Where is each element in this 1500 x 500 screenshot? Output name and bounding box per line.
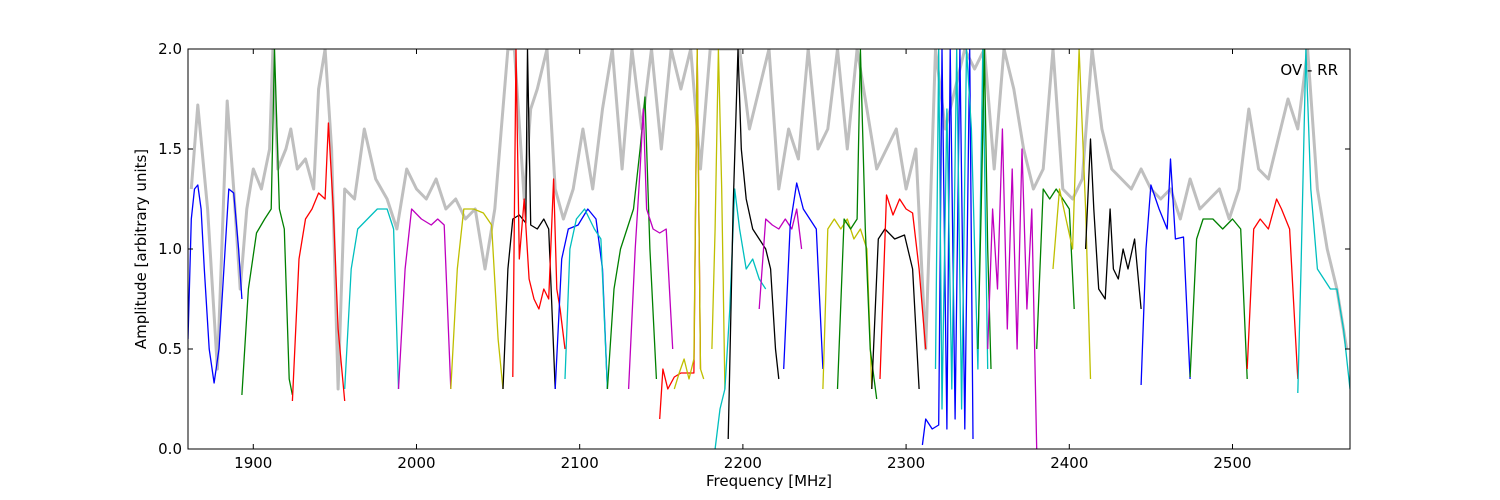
series-line-4 <box>344 208 400 390</box>
x-tick-label: 2000 <box>397 454 435 472</box>
series-line-8 <box>512 49 566 378</box>
y-tick-label: 1.0 <box>158 240 182 258</box>
series-line-30 <box>1084 138 1142 310</box>
series-line-1 <box>188 184 243 384</box>
series-line-16 <box>714 188 767 449</box>
series-line-19 <box>783 182 824 370</box>
y-tick-label: 1.5 <box>158 140 182 158</box>
annotation-label: OV - RR <box>1280 61 1338 79</box>
series-line-34 <box>1297 49 1350 394</box>
x-tick-label: 2400 <box>1050 454 1088 472</box>
x-tick-label: 2100 <box>561 454 599 472</box>
series-line-6 <box>450 208 504 390</box>
series-line-5 <box>397 208 452 390</box>
y-tick-label: 2.0 <box>158 40 182 58</box>
series-line-27 <box>987 128 1038 449</box>
series-line-12 <box>627 108 674 390</box>
series-line-10 <box>564 208 609 390</box>
background-envelope-line <box>189 49 1349 391</box>
y-axis-label: Amplitude [arbitrary units] <box>132 149 150 349</box>
x-tick-label: 2200 <box>724 454 762 472</box>
series-line-7 <box>502 49 556 390</box>
series-line-26 <box>977 49 992 370</box>
plot-background <box>188 49 1350 449</box>
series-line-20 <box>822 218 873 390</box>
series-line-11 <box>606 96 658 390</box>
series-line-31 <box>1140 158 1191 386</box>
series-line-15 <box>711 49 726 390</box>
series-line-29 <box>1052 49 1092 380</box>
series-line-14 <box>673 49 705 390</box>
series-line-28 <box>1036 188 1075 350</box>
series-line-2 <box>241 49 294 396</box>
x-tick-label: 2300 <box>887 454 925 472</box>
series-line-3 <box>291 122 346 402</box>
series-line-17 <box>727 49 780 440</box>
x-tick-label: 1900 <box>234 454 272 472</box>
y-tick-label: 0.5 <box>158 340 182 358</box>
series-line-21 <box>836 49 878 400</box>
series-line-33 <box>1246 198 1299 380</box>
y-tick-label: 0.0 <box>158 440 182 458</box>
series-line-23 <box>879 194 927 380</box>
series-line-18 <box>758 208 803 310</box>
series-line-32 <box>1189 218 1248 380</box>
series-line-22 <box>871 228 920 390</box>
x-tick-label: 2500 <box>1213 454 1251 472</box>
x-axis-label: Frequency [MHz] <box>706 472 832 490</box>
